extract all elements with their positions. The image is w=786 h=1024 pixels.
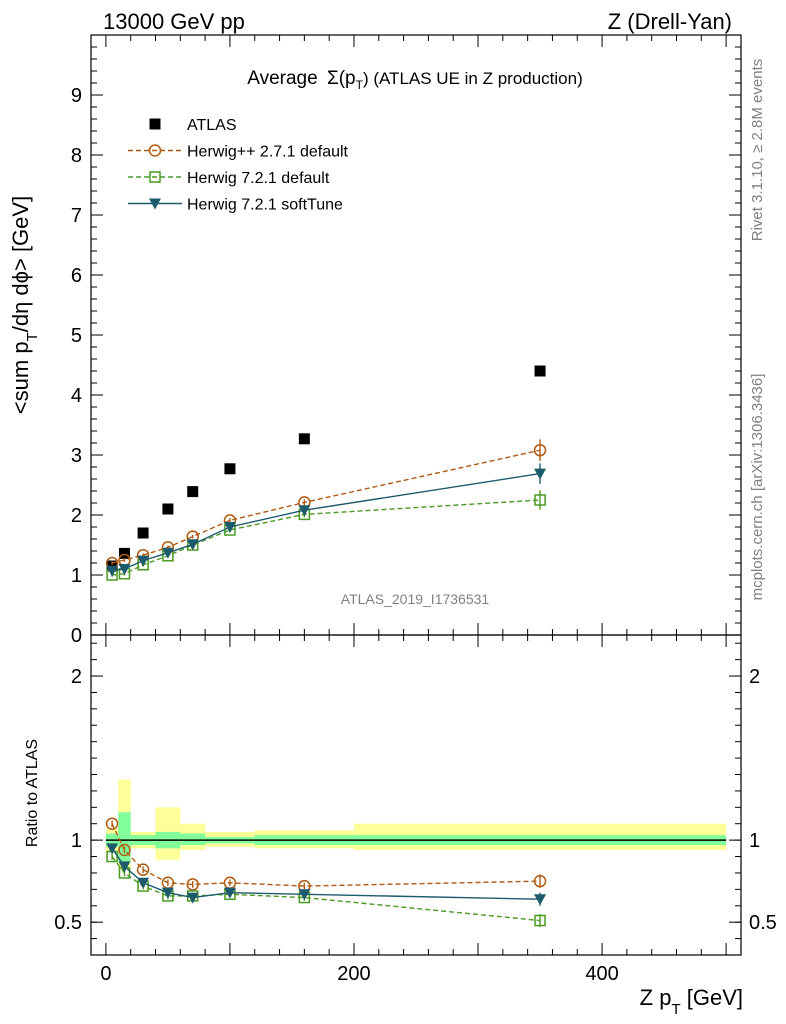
legend-label-data: ATLAS [187, 117, 237, 134]
ratio-y-label: Ratio to ATLAS [24, 739, 41, 847]
ratio-y-tick-label: 1 [71, 830, 82, 852]
rivet-version: Rivet 3.1.10, ≥ 2.8M events [749, 59, 766, 242]
main-point-softtune [298, 505, 311, 517]
x-axis-label-sub: T [671, 1001, 680, 1018]
main-point-data [224, 463, 236, 475]
main-point-data [187, 486, 199, 498]
main-y-tick-label: 0 [71, 625, 82, 647]
main-point-data [534, 365, 546, 377]
main-y-tick-label: 4 [71, 385, 82, 407]
ratio-point-softtune [106, 843, 119, 855]
ratio-series-softtune [106, 843, 547, 906]
ratio-point-softtune [137, 877, 150, 889]
main-series-softtune [106, 463, 547, 577]
ratio-data-layer [105, 779, 727, 928]
main-series-data [106, 365, 546, 572]
ratio-band-inner [180, 833, 206, 846]
main-y-tick-label: 3 [71, 445, 82, 467]
ratio-point-herwig721 [534, 914, 546, 927]
ratio-point-herwigpp [105, 817, 119, 830]
main-point-softtune [534, 468, 547, 480]
ratio-point-softtune [118, 861, 131, 873]
x-axis-label-a: Z p [640, 985, 672, 1010]
main-data-layer [105, 365, 547, 581]
main-line-softtune [111, 472, 541, 572]
legend-marker-data [149, 118, 161, 130]
ratio-point-softtune [223, 887, 236, 899]
main-point-softtune [118, 564, 131, 575]
ratio-series-herwigpp [105, 817, 547, 893]
main-point-softtune [161, 547, 174, 559]
main-title-prefix: Average [247, 68, 317, 89]
main-title: Average Σ(pT) (ATLAS UE in Z production) [247, 68, 583, 92]
main-point-herwigpp [533, 443, 547, 457]
ratio-point-herwigpp [186, 878, 199, 891]
main-point-data [118, 547, 130, 559]
ratio-y-tick-label-right: 0.5 [749, 912, 777, 934]
header-process: Z (Drell-Yan) [608, 9, 732, 34]
main-y-label-b: /dη dϕ> [GeV] [8, 196, 33, 332]
main-point-softtune [186, 539, 199, 551]
ratio-line-herwig721 [111, 856, 541, 922]
main-point-softtune [223, 522, 236, 533]
legend-label-herwig721: Herwig 7.2.1 default [187, 170, 330, 187]
main-y-tick-label: 7 [71, 205, 82, 227]
legend-item-data: ATLAS [149, 117, 237, 134]
legend-item-herwigpp: Herwig++ 2.7.1 default [128, 144, 349, 161]
legend-label-herwigpp: Herwig++ 2.7.1 default [187, 144, 349, 161]
ratio-point-softtune [534, 894, 547, 906]
ratio-point-herwigpp [118, 843, 131, 857]
header-energy: 13000 GeV pp [103, 9, 245, 34]
main-point-softtune [137, 555, 150, 567]
ratio-plot: 0.5 0.5 1 1 2 2 0 200 400 [54, 634, 777, 985]
legend-item-herwig721: Herwig 7.2.1 default [128, 170, 330, 187]
ratio-y-tick-label: 0.5 [54, 912, 82, 934]
main-point-data [298, 433, 310, 445]
main-point-data [162, 503, 174, 515]
main-y-tick-label: 9 [71, 85, 82, 107]
ratio-point-softtune [186, 892, 199, 904]
analysis-watermark: ATLAS_2019_I1736531 [341, 591, 490, 607]
ratio-line-softtune [111, 847, 541, 900]
ratio-y-tick-label: 2 [71, 666, 82, 688]
ratio-x-tick-label: 0 [100, 963, 111, 985]
main-line-herwig721 [112, 499, 541, 576]
main-y-label-sub: T [24, 332, 41, 341]
main-y-label-a: <sum p [8, 341, 33, 414]
ratio-point-softtune [161, 887, 174, 899]
main-y-tick-label: 2 [71, 505, 82, 527]
main-title-rest: ) (ATLAS UE in Z production) [363, 69, 583, 88]
ratio-x-tick-label: 400 [585, 963, 618, 985]
main-point-softtune [106, 565, 119, 577]
x-axis-label: Z pT [GeV] [640, 985, 743, 1018]
main-point-data [137, 527, 149, 539]
legend-marker-herwigpp [148, 144, 162, 157]
main-y-tick-label: 5 [71, 325, 82, 347]
ratio-x-tick-label: 200 [337, 963, 370, 985]
ratio-frame [90, 634, 742, 956]
ratio-y-tick-label-right: 1 [749, 830, 760, 852]
ratio-point-softtune [298, 889, 311, 901]
main-point-herwig721 [534, 494, 546, 506]
legend-marker-herwig721 [149, 171, 161, 183]
main-title-sigma: Σ(p [327, 68, 356, 89]
x-axis-label-b: [GeV] [681, 985, 743, 1010]
ratio-band-inner [118, 812, 131, 862]
main-plot: 0 1 2 3 4 5 6 7 8 9 [71, 34, 742, 647]
mcplots-reference: mcplots.cern.ch [arXiv:1306.3436] [749, 374, 766, 601]
legend-item-softtune: Herwig 7.2.1 softTune [128, 197, 343, 214]
ratio-point-herwigpp [533, 874, 547, 888]
main-y-tick-label: 6 [71, 265, 82, 287]
main-y-tick-label: 8 [71, 145, 82, 167]
main-title-sub: T [356, 78, 364, 92]
legend: ATLAS Herwig++ 2.7.1 default Herwig 7.2.1 … [128, 117, 349, 214]
ratio-line-herwigpp [111, 823, 541, 887]
main-y-label: <sum pT/dη dϕ> [GeV] [8, 196, 41, 414]
ratio-point-herwigpp [136, 863, 150, 876]
legend-label-softtune: Herwig 7.2.1 softTune [187, 197, 343, 214]
main-y-tick-label: 1 [71, 565, 82, 587]
legend-marker-softtune [149, 198, 161, 210]
ratio-y-tick-label-right: 2 [749, 666, 760, 688]
